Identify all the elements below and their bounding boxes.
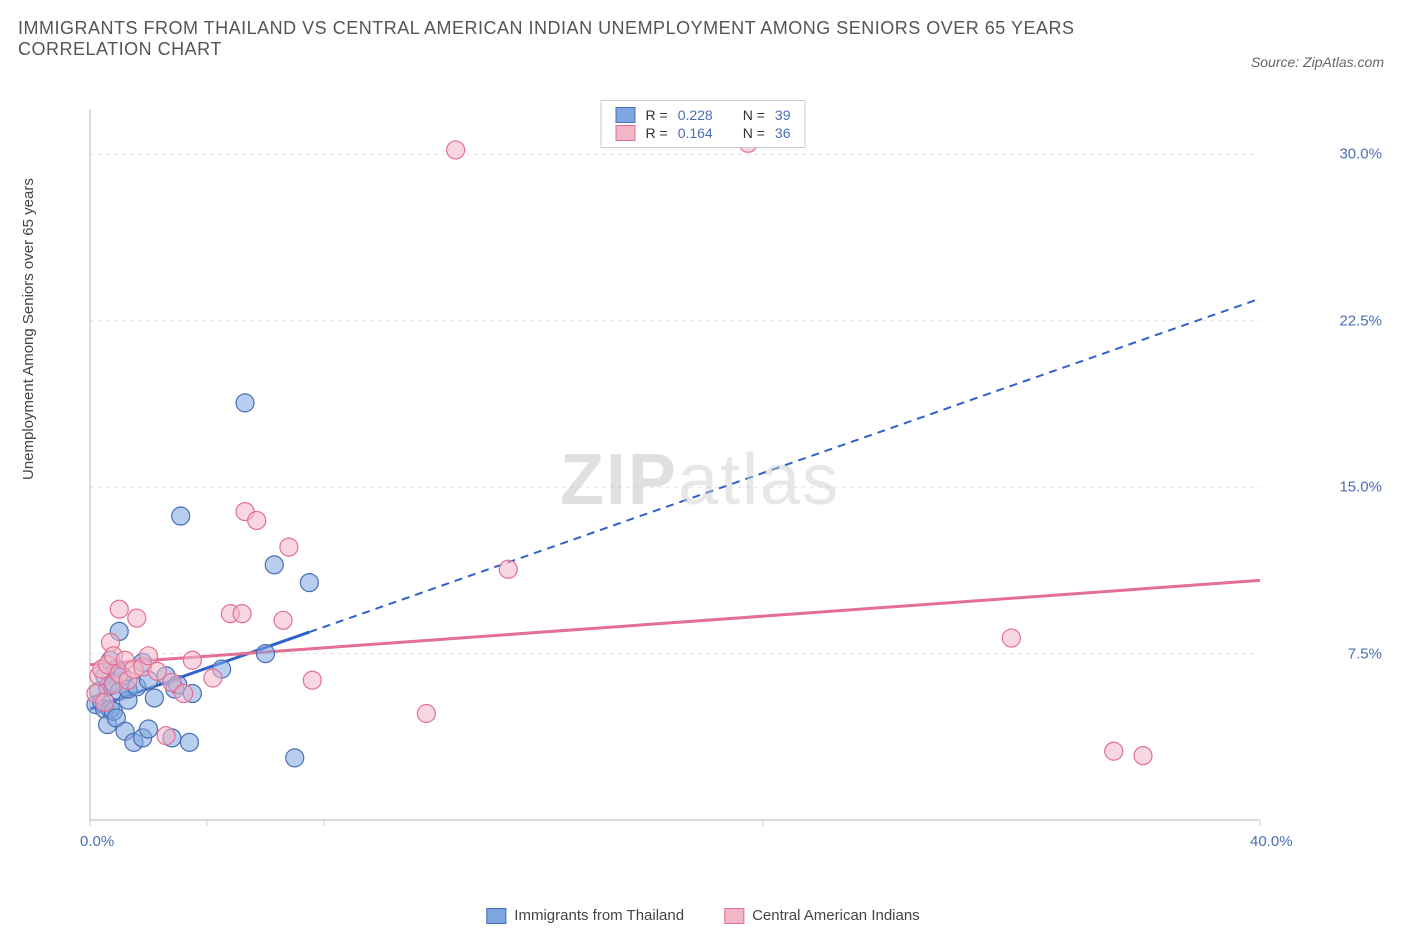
chart-title: IMMIGRANTS FROM THAILAND VS CENTRAL AMER…: [18, 18, 1086, 60]
y-axis-label: Unemployment Among Seniors over 65 years: [20, 178, 37, 480]
legend-item-cai: Central American Indians: [724, 907, 920, 924]
source-attribution: Source: ZipAtlas.com: [1251, 54, 1384, 70]
cai-swatch: [616, 125, 636, 141]
series-legend: Immigrants from Thailand Central America…: [486, 907, 919, 924]
y-tick-label: 30.0%: [1339, 146, 1382, 163]
chart-area: ZIPatlas: [70, 100, 1330, 860]
y-tick-label: 7.5%: [1348, 645, 1382, 662]
thailand-swatch: [616, 107, 636, 123]
y-tick-label: 22.5%: [1339, 312, 1382, 329]
x-tick-label: 0.0%: [80, 833, 114, 850]
scatter-chart: [70, 100, 1330, 860]
thailand-swatch-icon: [486, 908, 506, 924]
legend-item-thailand: Immigrants from Thailand: [486, 907, 684, 924]
cai-swatch-icon: [724, 908, 744, 924]
legend-row-cai: R = 0.164 N = 36: [616, 125, 791, 141]
x-tick-label: 40.0%: [1250, 833, 1293, 850]
legend-row-thailand: R = 0.228 N = 39: [616, 107, 791, 123]
y-tick-label: 15.0%: [1339, 479, 1382, 496]
correlation-legend: R = 0.228 N = 39 R = 0.164 N = 36: [601, 100, 806, 148]
